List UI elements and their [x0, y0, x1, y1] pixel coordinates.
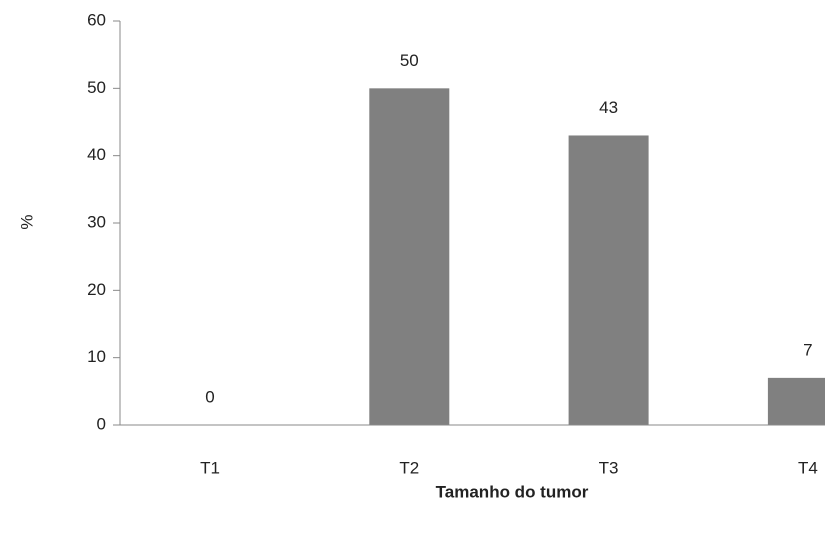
- x-tick-label: T4: [798, 458, 818, 477]
- x-tick-label: T1: [200, 458, 220, 477]
- y-tick-label: 40: [87, 145, 106, 164]
- bar: [767, 377, 825, 425]
- x-tick-label: T2: [399, 458, 419, 477]
- y-tick-label: 50: [87, 78, 106, 97]
- x-axis-title: Tamanho do tumor: [436, 482, 589, 501]
- value-label: 43: [599, 98, 618, 117]
- y-tick-label: 30: [87, 212, 106, 231]
- y-tick-label: 0: [97, 414, 106, 433]
- value-label: 7: [803, 340, 812, 359]
- value-label: 0: [205, 387, 214, 406]
- bar: [568, 135, 649, 425]
- y-tick-label: 20: [87, 280, 106, 299]
- y-axis-title: %: [17, 214, 36, 229]
- x-tick-label: T3: [599, 458, 619, 477]
- value-label: 50: [400, 51, 419, 70]
- y-tick-label: 10: [87, 347, 106, 366]
- y-tick-label: 60: [87, 10, 106, 29]
- bar: [369, 88, 450, 425]
